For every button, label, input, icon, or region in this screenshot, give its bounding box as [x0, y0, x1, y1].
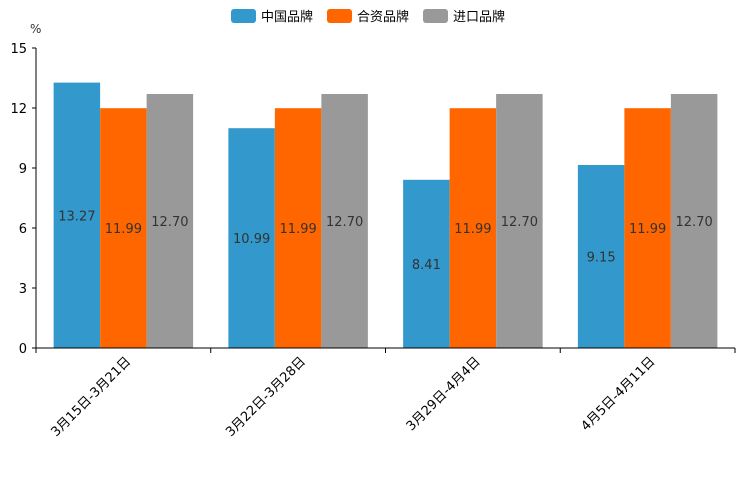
- bar[interactable]: [496, 94, 543, 348]
- bar-value-label: 11.99: [454, 222, 491, 237]
- legend: 中国品牌 合资品牌 进口品牌: [231, 9, 505, 25]
- bar[interactable]: [449, 108, 497, 348]
- bar[interactable]: [577, 165, 625, 348]
- bar-value-label: 8.41: [412, 258, 441, 273]
- bar[interactable]: [670, 94, 718, 348]
- y-tick-label: 6: [19, 222, 27, 237]
- y-axis-label: %: [30, 22, 41, 36]
- bar-value-label: 9.15: [587, 251, 616, 266]
- y-tick-label: 9: [19, 162, 27, 177]
- bar[interactable]: [624, 108, 671, 348]
- bar[interactable]: [321, 94, 368, 348]
- x-tick-label: 3月29日-4月4日: [404, 354, 484, 434]
- bar-value-label: 12.70: [676, 215, 713, 230]
- legend-label[interactable]: 进口品牌: [453, 9, 505, 25]
- legend-label[interactable]: 中国品牌: [261, 9, 313, 25]
- y-tick-label: 0: [19, 342, 27, 357]
- x-tick-label: 3月22日-3月28日: [223, 354, 309, 440]
- legend-swatch[interactable]: [423, 9, 448, 23]
- bar[interactable]: [146, 94, 194, 348]
- bar-value-label: 11.99: [280, 222, 317, 237]
- bar[interactable]: [228, 128, 275, 348]
- bar[interactable]: [403, 179, 450, 348]
- legend-swatch[interactable]: [231, 9, 256, 23]
- legend-label[interactable]: 合资品牌: [357, 9, 409, 25]
- bar[interactable]: [100, 108, 147, 348]
- bar[interactable]: [274, 108, 322, 348]
- bar-value-label: 11.99: [105, 222, 142, 237]
- bar-value-label: 12.70: [326, 215, 363, 230]
- bar[interactable]: [53, 82, 101, 348]
- bar-value-label: 12.70: [151, 215, 188, 230]
- y-tick-label: 12: [10, 102, 27, 117]
- legend-swatch[interactable]: [327, 9, 352, 23]
- bar-value-label: 13.27: [58, 209, 95, 224]
- x-tick-label: 4月5日-4月11日: [579, 354, 659, 434]
- bar-value-label: 11.99: [629, 222, 666, 237]
- x-tick-label: 3月15日-3月21日: [48, 354, 134, 440]
- y-axis: 0 3 6 9 12 15: [10, 42, 37, 357]
- bar-value-label: 12.70: [501, 215, 538, 230]
- y-tick-label: 3: [19, 282, 27, 297]
- bar-value-label: 10.99: [233, 232, 270, 247]
- bars: 13.27 11.99 12.70 10.99 11.99 12.70 8.41 11.99 1…: [53, 82, 718, 348]
- y-tick-label: 15: [10, 42, 27, 57]
- x-axis: 3月15日-3月21日 3月22日-3月28日 3月29日-4月4日 4月5日-4月1…: [35, 347, 736, 440]
